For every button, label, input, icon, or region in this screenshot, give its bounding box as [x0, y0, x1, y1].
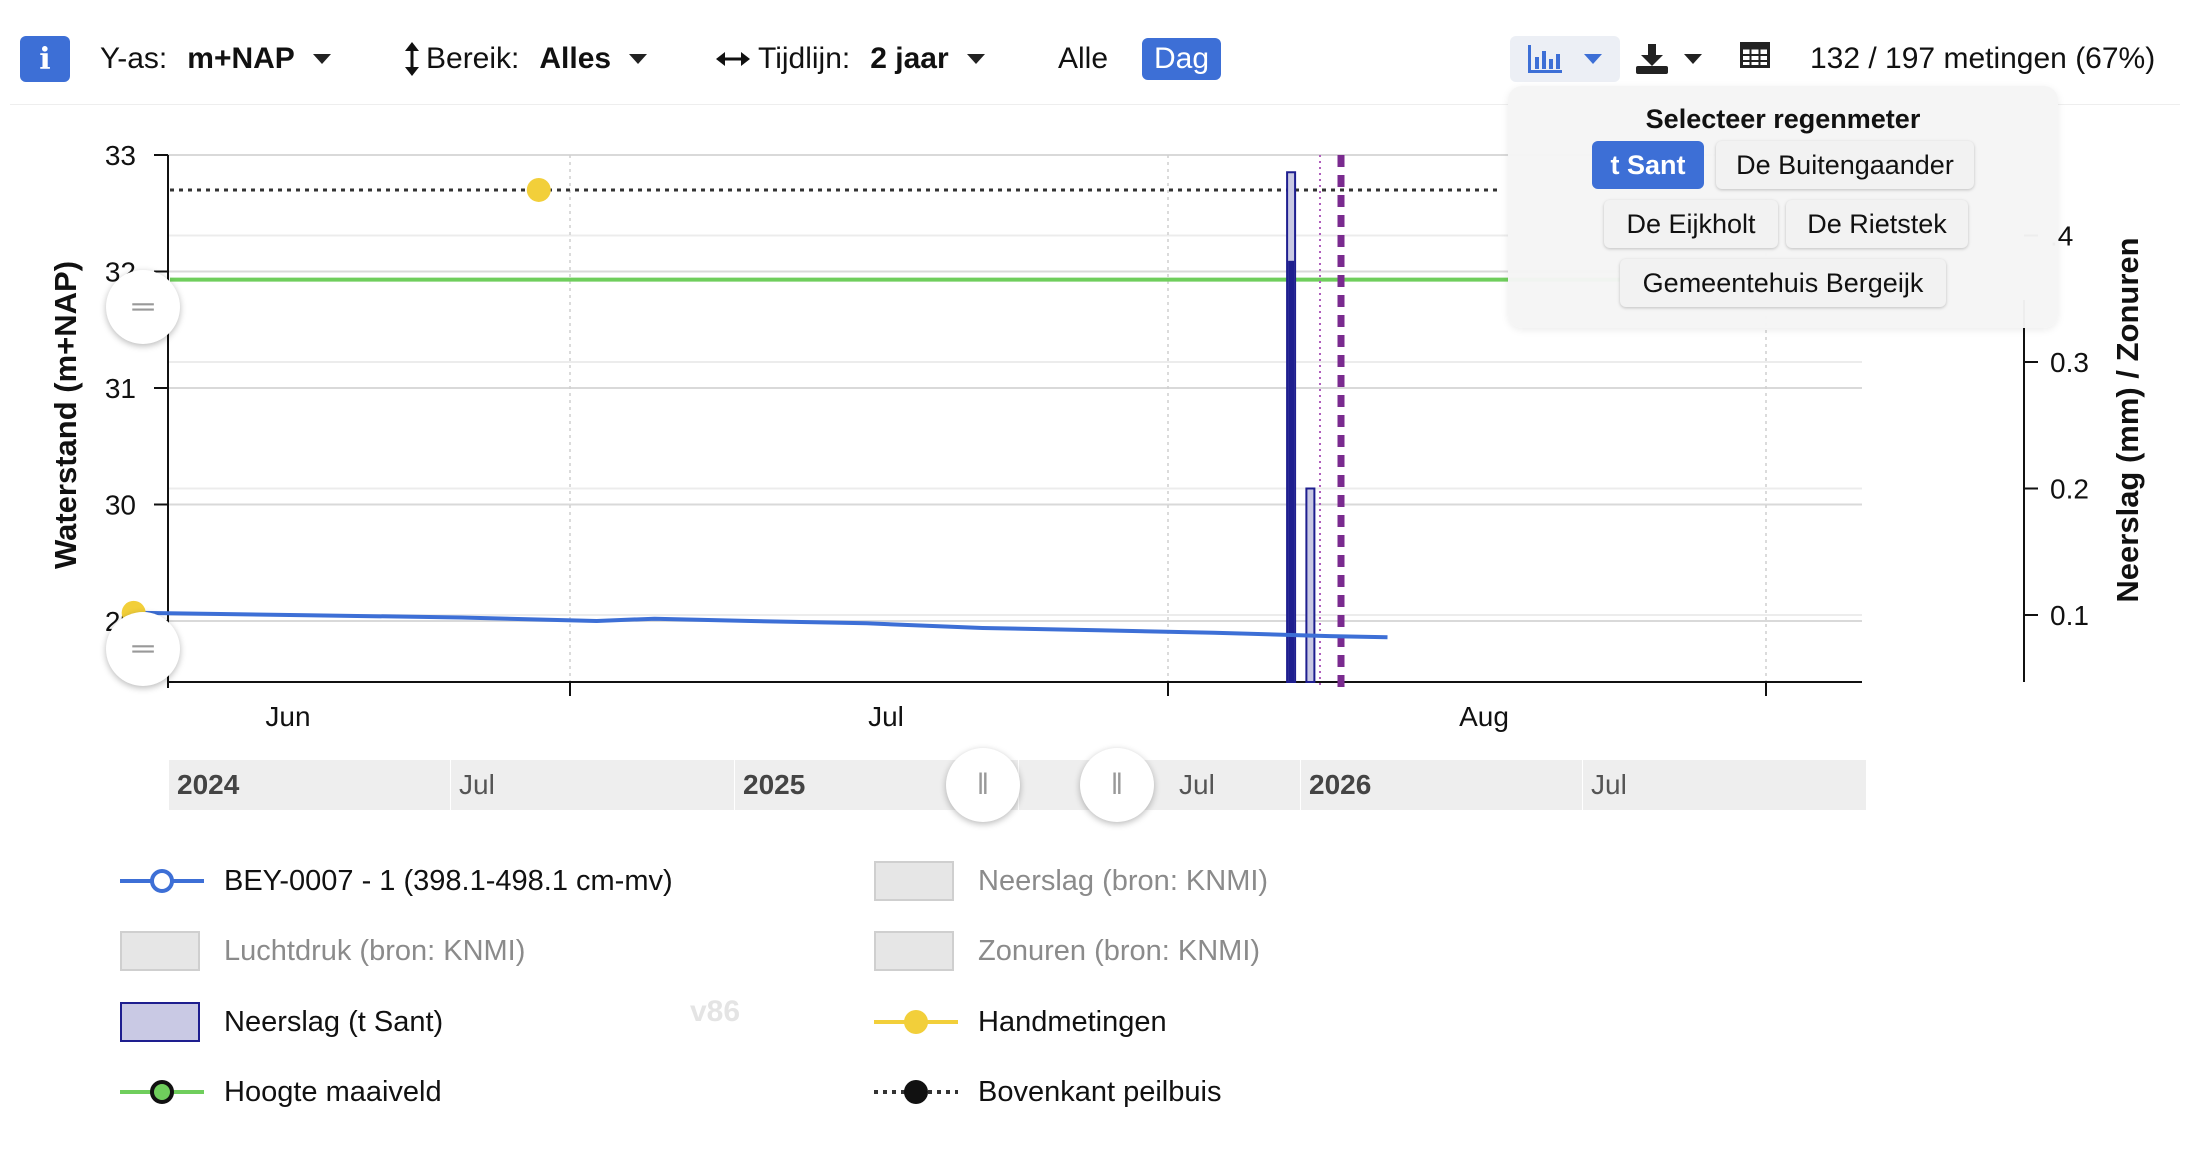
dag-label: Dag — [1142, 38, 1222, 80]
legend-neerslag-t-sant[interactable]: Neerslag (t Sant) — [120, 997, 443, 1047]
version-label: v86 — [690, 995, 741, 1028]
y-axis-bottom-handle[interactable]: ═ — [106, 612, 180, 686]
legend-label: Zonuren (bron: KNMI) — [978, 934, 1261, 967]
timeline-label: Tijdlijn: — [758, 42, 851, 75]
range-dropdown[interactable]: Bereik: Alles — [404, 36, 648, 82]
navigator-left-handle[interactable]: ‖ — [946, 748, 1020, 822]
info-icon[interactable]: i — [20, 36, 70, 82]
caret-down-icon — [1684, 54, 1702, 64]
y-tick-label: 33 — [105, 140, 136, 171]
navigator-label: Jul — [1582, 760, 1866, 810]
option-de-buitengaander[interactable]: De Buitengaander — [1716, 141, 1974, 189]
legend-label: Handmetingen — [978, 1005, 1167, 1038]
alle-button[interactable]: Alle — [1058, 36, 1108, 82]
legend-label: Bovenkant peilbuis — [978, 1075, 1222, 1108]
legend-neerslag-knmi[interactable]: Neerslag (bron: KNMI) — [874, 856, 1268, 906]
legend-hoogte-maaiveld[interactable]: Hoogte maaiveld — [120, 1067, 442, 1117]
line-dot-icon — [874, 1010, 958, 1034]
option-de-rietstek[interactable]: De Rietstek — [1786, 200, 1968, 248]
x-tick-label: Jul — [868, 701, 904, 732]
box-icon — [120, 931, 204, 971]
x-tick-label: Jun — [265, 701, 310, 732]
option-gemeentehuis-bergeijk[interactable]: Gemeentehuis Bergeijk — [1620, 259, 1946, 307]
y-right-tick-label: 0.2 — [2050, 474, 2089, 505]
table-icon — [1740, 42, 1770, 68]
table-button[interactable] — [1740, 42, 1770, 73]
navigator-label: 2024 — [168, 760, 450, 810]
caret-down-icon — [1584, 54, 1602, 64]
rain-bar-inner — [1288, 260, 1295, 682]
navigator-label: 2026 — [1300, 760, 1582, 810]
timeline-navigator[interactable]: 2024 Jul 2025 Jul 2026 Jul — [168, 760, 1866, 810]
handmetingen-points — [121, 177, 551, 625]
yaxis-value: m+NAP — [187, 42, 295, 75]
legend-label: BEY-0007 - 1 (398.1-498.1 cm-mv) — [224, 864, 673, 897]
right-ticks: .40.30.20.1 — [2024, 221, 2089, 631]
line-circle-icon — [120, 869, 204, 893]
navigator-label: 2025 — [734, 760, 1018, 810]
legend-label: Luchtdruk (bron: KNMI) — [224, 934, 526, 967]
y-axis-right-title: Neerslag (mm) / Zonuren — [2110, 237, 2145, 602]
regenmeter-popup: Selecteer regenmeter t Sant De Buitengaa… — [1508, 86, 2058, 328]
horizontal-arrows-icon — [716, 52, 750, 66]
legend-label: Neerslag (bron: KNMI) — [978, 864, 1269, 897]
yaxis-label: Y-as: — [100, 42, 168, 75]
x-tick-label: Aug — [1459, 701, 1509, 732]
box-icon — [874, 861, 958, 901]
download-button[interactable] — [1636, 36, 1702, 82]
legend-zonuren-knmi[interactable]: Zonuren (bron: KNMI) — [874, 926, 1260, 976]
navigator-label: Jul — [450, 760, 734, 810]
navigator-label: Jul — [1018, 760, 1300, 810]
vertical-arrows-icon — [405, 42, 419, 76]
legend-luchtdruk-knmi[interactable]: Luchtdruk (bron: KNMI) — [120, 926, 525, 976]
left-ticks: 3332313029 — [105, 140, 168, 637]
yaxis-dropdown[interactable]: Y-as: m+NAP — [100, 36, 331, 82]
timeline-value: 2 jaar — [870, 42, 949, 75]
caret-down-icon — [966, 54, 985, 64]
chart-type-button[interactable] — [1510, 36, 1620, 82]
legend-bey-0007[interactable]: BEY-0007 - 1 (398.1-498.1 cm-mv) — [120, 856, 673, 906]
neerslag-bars — [1286, 171, 1316, 683]
caret-down-icon — [312, 54, 331, 64]
option-t-sant[interactable]: t Sant — [1592, 141, 1704, 189]
box-icon — [874, 931, 958, 971]
legend-label: Hoogte maaiveld — [224, 1075, 442, 1108]
line-dot-icon — [120, 1080, 204, 1104]
legend-label: Neerslag (t Sant) — [224, 1005, 444, 1038]
rain-bar — [1305, 487, 1316, 683]
dag-button[interactable]: Dag — [1142, 36, 1222, 82]
caret-down-icon — [629, 54, 648, 64]
bar-chart-icon — [1528, 45, 1562, 73]
legend-handmetingen[interactable]: Handmetingen — [874, 997, 1167, 1047]
x-ticks: Jun Jul Aug — [265, 682, 1767, 732]
y-axis-left-title: Waterstand (m+NAP) — [48, 261, 83, 569]
y-tick-label: 30 — [105, 490, 136, 521]
timeline-dropdown[interactable]: Tijdlijn: 2 jaar — [716, 36, 985, 82]
y-right-tick-label: 0.1 — [2050, 600, 2089, 631]
navigator-right-handle[interactable]: ‖ — [1080, 748, 1154, 822]
legend-bovenkant-peilbuis[interactable]: Bovenkant peilbuis — [874, 1067, 1221, 1117]
y-tick-label: 31 — [105, 373, 136, 404]
measurement-count: 132 / 197 metingen (67%) — [1810, 42, 2156, 75]
popup-title: Selecteer regenmeter — [1645, 104, 1921, 134]
handmeting-point — [526, 177, 551, 202]
range-value: Alles — [539, 42, 612, 75]
waterstand-series-line — [133, 610, 1388, 640]
download-icon — [1636, 44, 1668, 74]
toolbar-divider — [10, 104, 2180, 105]
dotted-line-dot-icon — [874, 1080, 958, 1104]
range-label: Bereik: — [426, 42, 520, 75]
y-right-tick-label: 0.3 — [2050, 347, 2089, 378]
toolbar: i Y-as: m+NAP Bereik: Alles Tijdlijn: 2 … — [0, 0, 2192, 118]
alle-label: Alle — [1058, 42, 1109, 75]
y-axis-top-handle[interactable]: ═ — [106, 270, 180, 344]
box-icon — [120, 1002, 204, 1042]
option-de-eijkholt[interactable]: De Eijkholt — [1604, 200, 1778, 248]
